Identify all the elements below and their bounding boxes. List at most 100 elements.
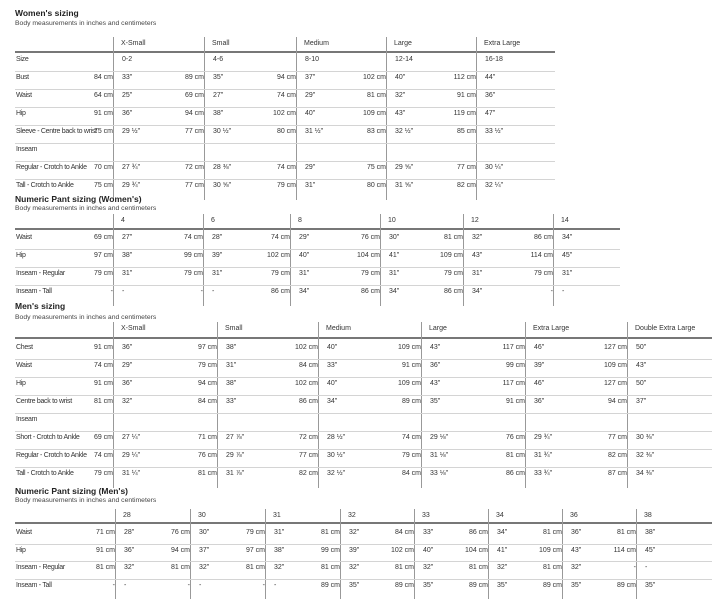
inch-value: 43": [395, 110, 406, 117]
cm-value: -: [200, 288, 203, 295]
inch-value: 31": [472, 270, 483, 277]
cm-value: 74 cm: [93, 452, 113, 459]
cm-value: 119 cm: [453, 110, 476, 117]
inch-value: 36": [534, 398, 545, 405]
cm-value: 117 cm: [502, 380, 525, 387]
inch-value: 38": [122, 252, 133, 259]
cm-value: 81 cm: [197, 470, 217, 477]
cm-value: 89 cm: [184, 74, 204, 81]
mens-numeric-pant-sizing-header-rule: [15, 522, 712, 524]
inch-value: 32": [472, 234, 483, 241]
column-divider: [421, 322, 422, 488]
row-separator: [15, 107, 555, 108]
inch-value: 29 ⅛": [430, 434, 449, 441]
column-header: Extra Large: [533, 325, 570, 332]
cm-value: 91 cm: [95, 546, 115, 554]
cm-value: 79 cm: [533, 270, 553, 277]
row-separator: [15, 143, 555, 144]
inch-value: 27": [213, 92, 224, 99]
cm-value: 80 cm: [276, 128, 296, 135]
row-separator: [15, 89, 555, 90]
column-header: Extra Large: [484, 40, 521, 47]
row-separator: [15, 71, 555, 72]
row-separator: [15, 285, 620, 286]
cm-value: 112 cm: [453, 74, 476, 81]
cm-value: 80 cm: [366, 182, 386, 189]
cm-value: 81 cm: [366, 92, 386, 99]
inch-value: 44": [485, 74, 496, 81]
inch-value: 28 ½": [327, 434, 346, 441]
row-label: Tall - Crotch to Ankle: [16, 182, 74, 189]
inch-value: 4-6: [213, 56, 224, 63]
cm-value: 79 cm: [270, 270, 290, 277]
cm-value: 84 cm: [401, 470, 421, 477]
row-label: Waist: [16, 362, 32, 369]
cm-value: 69 cm: [93, 234, 113, 241]
column-header: Medium: [304, 40, 329, 47]
inch-value: 32 ¼": [485, 182, 504, 189]
cm-value: 76 cm: [170, 529, 190, 536]
inch-value: 31": [212, 270, 223, 277]
inch-value: -: [199, 581, 202, 589]
row-label: Sleeve - Centre back to wrist: [16, 128, 97, 135]
inch-value: 34": [497, 529, 508, 536]
inch-value: 31": [299, 270, 310, 277]
inch-value: 32": [349, 529, 360, 536]
inch-value: 30 ¼": [485, 164, 504, 171]
column-header: 10: [388, 217, 396, 224]
column-divider: [627, 322, 628, 488]
mens-sizing-subtitle: Body measurements in inches and centimet…: [15, 314, 157, 321]
cm-value: 81 cm: [320, 529, 340, 536]
inch-value: 27": [122, 234, 133, 241]
row-separator: [15, 543, 712, 545]
cm-value: 79 cm: [276, 182, 296, 189]
inch-value: 30": [389, 234, 400, 241]
column-header: 4: [121, 217, 125, 224]
cm-value: 79 cm: [197, 362, 217, 369]
womens-numeric-pant-sizing-subtitle: Body measurements in inches and centimet…: [15, 205, 157, 212]
cm-value: 75 cm: [93, 182, 113, 189]
inch-value: 50": [636, 344, 647, 351]
inch-value: 36": [571, 529, 582, 536]
row-separator: [15, 359, 712, 360]
cm-value: 99 cm: [183, 252, 203, 259]
column-divider: [476, 37, 477, 200]
inch-value: 32": [124, 564, 135, 571]
cm-value: 99 cm: [505, 362, 525, 369]
inch-value: 40": [423, 546, 434, 554]
column-header: Medium: [326, 325, 351, 332]
inch-value: 46": [534, 344, 545, 351]
inch-value: 34": [299, 288, 310, 295]
column-header: Small: [212, 40, 230, 47]
cm-value: 81 cm: [95, 564, 115, 571]
inch-value: 32 ½": [327, 470, 346, 477]
womens-sizing-header-rule: [15, 51, 555, 53]
column-divider: [217, 322, 218, 488]
cm-value: 86 cm: [270, 288, 290, 295]
womens-numeric-pant-sizing-header-rule: [15, 228, 620, 230]
inch-value: 31 ½": [305, 128, 324, 135]
cm-value: 79 cm: [401, 452, 421, 459]
cm-value: 75 cm: [93, 128, 113, 135]
inch-value: 36": [485, 92, 496, 99]
cm-value: 89 cm: [468, 581, 488, 589]
cm-value: 91 cm: [93, 110, 113, 117]
cm-value: 84 cm: [197, 398, 217, 405]
cm-value: 104 cm: [357, 252, 380, 259]
row-separator: [15, 125, 555, 126]
cm-value: 79 cm: [360, 270, 380, 277]
cm-value: 109 cm: [363, 110, 386, 117]
column-divider: [265, 509, 266, 599]
row-label: Bust: [16, 74, 29, 81]
cm-value: 64 cm: [93, 92, 113, 99]
row-label: Waist: [16, 234, 32, 241]
inch-value: 45": [645, 546, 656, 554]
row-label: Size: [16, 56, 29, 63]
column-divider: [203, 214, 204, 306]
inch-value: 33": [327, 362, 338, 369]
column-header: 28: [123, 512, 131, 519]
column-header: Large: [429, 325, 447, 332]
inch-value: 40": [395, 74, 406, 81]
inch-value: 31 ⅞": [226, 470, 245, 477]
inch-value: 41": [389, 252, 400, 259]
